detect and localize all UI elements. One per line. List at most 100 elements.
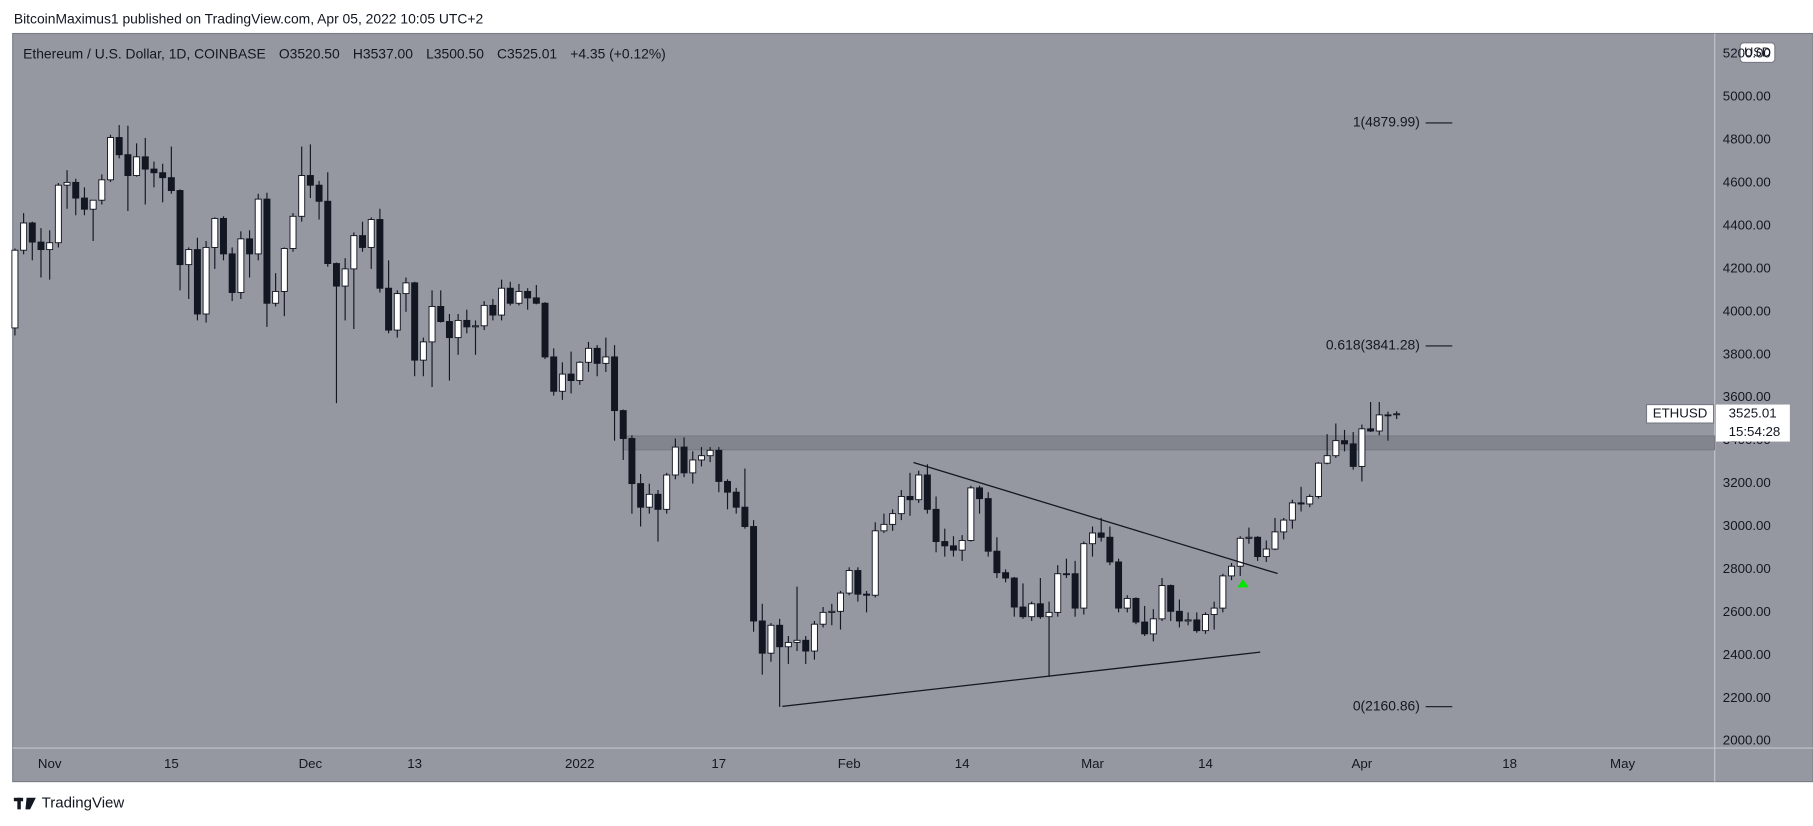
candle-body bbox=[1323, 455, 1331, 464]
candle-body bbox=[254, 198, 262, 255]
candle-body bbox=[1254, 536, 1262, 558]
y-tick-label: 3200.00 bbox=[1723, 475, 1771, 490]
candle-body bbox=[741, 506, 749, 527]
candle-body bbox=[993, 550, 1001, 574]
x-tick-label: 15 bbox=[164, 756, 179, 771]
candle-body bbox=[1202, 614, 1209, 632]
candle-body bbox=[758, 620, 766, 654]
x-tick-label: 18 bbox=[1502, 756, 1517, 771]
candle-body bbox=[1054, 573, 1062, 613]
candle-body bbox=[498, 287, 506, 316]
candle-body bbox=[767, 624, 775, 654]
candle-body bbox=[1002, 572, 1010, 579]
candle-body bbox=[63, 181, 71, 186]
candle-body bbox=[1306, 496, 1314, 505]
candle-body bbox=[489, 304, 497, 316]
candle-body bbox=[480, 304, 488, 327]
candle-body bbox=[1245, 536, 1253, 539]
candle-body bbox=[20, 222, 28, 251]
candle-body bbox=[306, 175, 314, 186]
y-tick-label: 4400.00 bbox=[1723, 217, 1771, 232]
legend-value: 3520.50 bbox=[290, 45, 340, 61]
candle-body bbox=[671, 446, 679, 476]
currency-box[interactable] bbox=[1739, 42, 1776, 64]
y-tick-label: 2800.00 bbox=[1723, 561, 1771, 576]
candle-body bbox=[1349, 443, 1357, 467]
y-tick-label: 2600.00 bbox=[1723, 604, 1771, 619]
candle-body bbox=[1375, 414, 1383, 432]
last-price: 3525.01 bbox=[1729, 405, 1777, 420]
candle-body bbox=[1028, 603, 1036, 618]
y-tick-label: 2400.00 bbox=[1723, 647, 1771, 662]
legend-key: H bbox=[353, 45, 363, 61]
candle-body bbox=[967, 487, 975, 541]
candle-body bbox=[1367, 428, 1375, 432]
brand-name: TradingView bbox=[42, 795, 125, 812]
candle-body bbox=[1219, 575, 1227, 609]
x-tick-label: 14 bbox=[1198, 756, 1213, 771]
candle-body bbox=[1132, 597, 1140, 623]
candle-body bbox=[428, 306, 436, 343]
candle-body bbox=[611, 356, 619, 412]
candle-body bbox=[1080, 543, 1088, 609]
candle-body bbox=[645, 493, 653, 508]
legend: Ethereum / U.S. Dollar, 1D, COINBASE O35… bbox=[23, 45, 666, 61]
candle-body bbox=[1314, 462, 1322, 497]
candle-body bbox=[454, 319, 462, 339]
candle-body bbox=[124, 154, 132, 176]
candle-body bbox=[828, 610, 836, 613]
candle-body bbox=[706, 449, 714, 457]
candle-body bbox=[411, 282, 419, 361]
candle-body bbox=[159, 172, 167, 179]
candle-body bbox=[419, 341, 427, 361]
candle-body bbox=[889, 513, 897, 525]
candle-body bbox=[567, 373, 575, 381]
x-tick-label: Apr bbox=[1352, 756, 1373, 771]
candle-body bbox=[228, 253, 236, 293]
candle-body bbox=[550, 356, 558, 392]
legend-change: +4.35 (+0.12%) bbox=[570, 45, 666, 61]
candle-body bbox=[46, 242, 54, 251]
candle-body bbox=[1089, 532, 1096, 545]
candle-body bbox=[949, 545, 957, 551]
x-tick-label: 2022 bbox=[565, 756, 595, 771]
candle-body bbox=[1358, 428, 1366, 467]
candle-body bbox=[1167, 585, 1175, 612]
candle-body bbox=[1193, 619, 1201, 632]
candle-body bbox=[1236, 537, 1244, 567]
candle-body bbox=[1280, 519, 1288, 533]
y-tick-label: 5200.00 bbox=[1723, 46, 1771, 61]
candle-body bbox=[246, 238, 254, 255]
candle-body bbox=[1019, 606, 1027, 618]
candle-body bbox=[167, 177, 175, 192]
x-tick-label: May bbox=[1610, 756, 1635, 771]
y-tick-label: 4600.00 bbox=[1723, 175, 1771, 190]
candle-body bbox=[680, 446, 688, 474]
y-tick-label: 2200.00 bbox=[1723, 690, 1771, 705]
legend-value: 3537.00 bbox=[363, 45, 413, 61]
candle-body bbox=[941, 541, 949, 547]
candle-body bbox=[332, 263, 340, 287]
trendline bbox=[782, 651, 1261, 708]
publish-line: BitcoinMaximus1 published on TradingView… bbox=[14, 10, 484, 26]
candle-body bbox=[915, 474, 923, 501]
countdown: 15:54:28 bbox=[1729, 424, 1781, 439]
fib-label: 0.618(3841.28) bbox=[1326, 337, 1420, 353]
candle-body bbox=[628, 438, 636, 485]
candle-body bbox=[220, 217, 227, 255]
candle-body bbox=[237, 238, 245, 293]
candle-body bbox=[367, 219, 375, 248]
candle-body bbox=[793, 639, 801, 643]
candle-body bbox=[1045, 611, 1053, 618]
candle-body bbox=[880, 523, 888, 532]
candle-body bbox=[1184, 619, 1192, 622]
candle-body bbox=[602, 356, 610, 364]
candle-body bbox=[402, 282, 410, 295]
candle-body bbox=[776, 624, 784, 648]
candle-body bbox=[341, 268, 349, 287]
candle-body bbox=[1106, 536, 1114, 563]
candle-body bbox=[1175, 610, 1183, 622]
candle-body bbox=[1158, 585, 1166, 620]
candle-body bbox=[724, 480, 731, 493]
